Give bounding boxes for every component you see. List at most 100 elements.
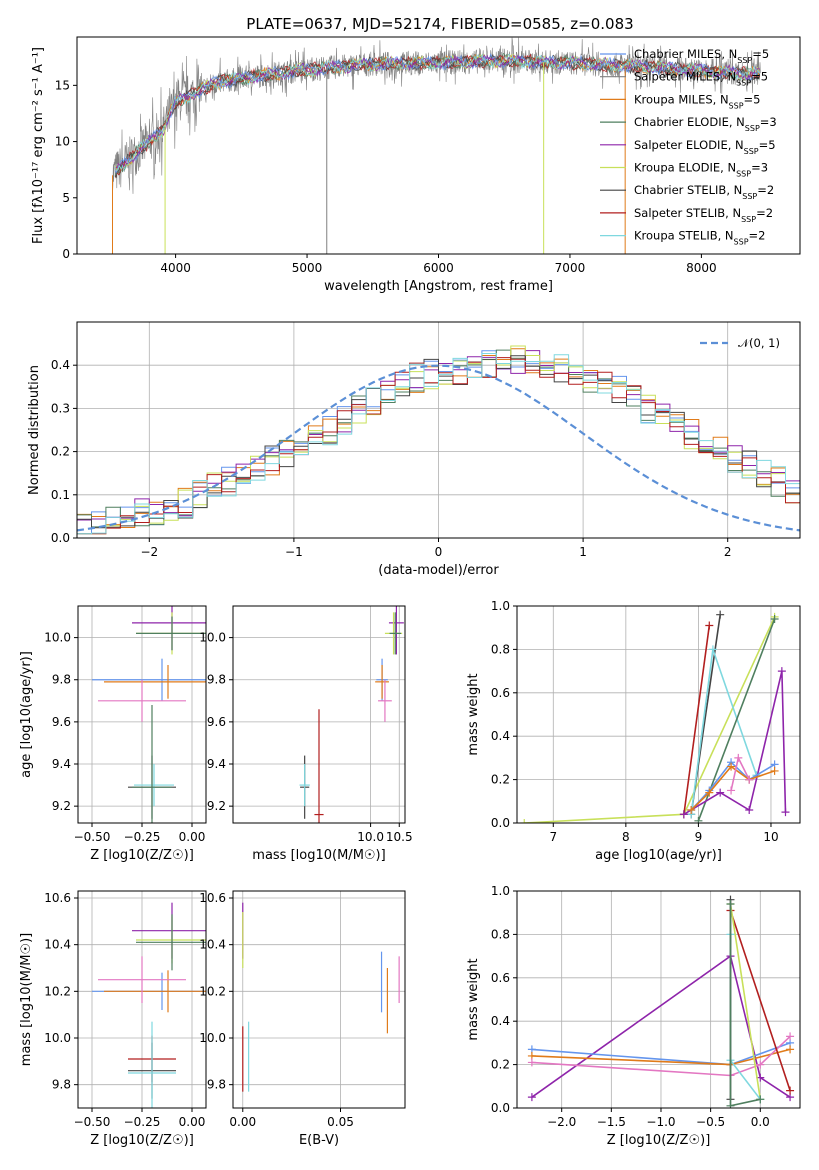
y-tick-label: 0	[62, 247, 70, 261]
weight_vs_Z-lines	[527, 895, 795, 1108]
residuals-axes: −2 −1 0 1 2 0.0 0.1 0.2 0.3 0.4 (data-model)/error…	[27, 321, 801, 578]
age_vs_mass-errorbars	[299, 606, 404, 823]
x-tick-label: −0.25	[124, 830, 161, 844]
y-tick-label: 0.8	[491, 642, 510, 656]
legend-sub: SSP	[745, 124, 760, 133]
legend-entry: Kroupa ELODIE, NSSP=3	[634, 161, 768, 179]
legend-label: Chabrier ELODIE, N	[634, 115, 745, 129]
legend-label: Salpeter MILES, N	[634, 70, 736, 84]
legend-tail: =2	[756, 206, 773, 220]
x-tick-label: −1.5	[597, 1115, 626, 1129]
x-tick-label: 0.00	[179, 830, 206, 844]
weight-marker	[716, 610, 725, 619]
y-tick-label: 10.6	[44, 891, 71, 905]
histogram-chabrier_miles	[77, 350, 800, 535]
y-tick-label: 0.6	[491, 971, 510, 985]
y-tick-label: 10.0	[199, 631, 226, 645]
weight-line-salpeter_stelib	[729, 910, 791, 1091]
x-tick-label: −0.25	[124, 1115, 161, 1129]
y-tick-label: 9.8	[52, 1078, 71, 1092]
y-tick-label: 10.6	[199, 891, 226, 905]
legend-label: Chabrier STELIB, N	[634, 183, 742, 197]
x-tick-label: 0.00	[179, 1115, 206, 1129]
x-tick-label: 1	[579, 545, 587, 559]
y-tick-label: 9.8	[207, 673, 226, 687]
weight-marker	[745, 775, 754, 784]
legend-label: Kroupa STELIB, N	[634, 229, 734, 243]
y-tick-label: 0.0	[491, 816, 510, 830]
model-spectrum-salpeter_stelib	[114, 53, 761, 178]
age_vs_Z-errorbars	[92, 606, 206, 823]
legend-label: Kroupa MILES, N	[634, 92, 729, 106]
weight-line-salpeter_stelib	[683, 625, 711, 815]
residuals-plot-area	[77, 345, 800, 535]
legend-tail: =5	[744, 92, 761, 106]
legend-sub: SSP	[737, 56, 752, 65]
age_vs_mass-plot-area	[299, 606, 404, 823]
legend-tail: =3	[751, 161, 768, 175]
weight-marker	[745, 805, 754, 814]
y-axis-label: age [log10(age/yr)]	[19, 651, 34, 778]
spectrum-plot-area	[111, 37, 761, 254]
age_vs_Z-plot-area	[92, 606, 206, 823]
x-tick-label: 5000	[292, 261, 323, 275]
y-tick-label: 10.4	[44, 938, 71, 952]
legend-entry: Chabrier ELODIE, NSSP=3	[634, 115, 777, 133]
legend-label: Salpeter ELODIE, N	[634, 138, 744, 152]
age_vs_mass-frame	[232, 605, 406, 824]
y-tick-label: 10.2	[44, 984, 71, 998]
weight-marker	[786, 1045, 795, 1054]
age_vs_Z-frame	[77, 605, 207, 824]
normal-legend-label: 𝒩(0, 1)	[738, 336, 780, 350]
legend-tail: =2	[749, 229, 766, 243]
mass_vs_ebv-errorbars	[242, 902, 400, 1092]
spectrum-lines	[111, 37, 761, 254]
legend-label: Salpeter STELIB, N	[634, 206, 741, 220]
x-tick-label: 8	[622, 830, 630, 844]
mass_vs_Z-axes: −0.50 −0.25 0.00 9.8 10.0 10.2 10.4 10.6 Z [log1…	[19, 890, 207, 1148]
x-tick-label: 2	[724, 545, 732, 559]
x-axis-label: age [log10(age/yr)]	[595, 848, 722, 863]
y-tick-label: 9.8	[52, 673, 71, 687]
x-axis-label: Z [log10(Z/Z☉)]	[607, 1133, 711, 1148]
figure-title: PLATE=0637, MJD=52174, FIBERID=0585, z=0…	[246, 15, 633, 33]
weight-marker	[756, 1060, 765, 1069]
y-tick-label: 0.0	[51, 531, 70, 545]
x-tick-label: −1	[285, 545, 303, 559]
weight-marker	[705, 788, 714, 797]
y-tick-label: 0.2	[491, 1058, 510, 1072]
x-axis-label: Z [log10(Z/Z☉)]	[90, 1133, 194, 1148]
legend-sub: SSP	[736, 78, 751, 87]
weight-marker	[687, 805, 696, 814]
legend-sub: SSP	[736, 169, 751, 178]
y-tick-label: 0.4	[51, 358, 70, 372]
weight_vs_age-frame	[516, 605, 801, 824]
residuals-frame	[76, 321, 801, 539]
weight_vs_Z-axes: −2.0 −1.5 −1.0 −0.5 0.0 0.0 0.2 0.4 0.6 0.8 1.0 Z […	[466, 884, 801, 1148]
x-tick-label: 0.05	[327, 1115, 354, 1129]
weight-marker	[520, 819, 529, 823]
x-tick-label: −2	[140, 545, 158, 559]
y-tick-label: 0.4	[491, 1014, 510, 1028]
x-tick-label: 10.0	[357, 830, 384, 844]
weight-marker	[727, 786, 736, 795]
x-axis-label: wavelength [Angstrom, rest frame]	[324, 279, 553, 294]
weight-line-kroupa_miles	[690, 765, 775, 811]
spectrum-frame	[76, 36, 801, 255]
y-tick-label: 0.1	[51, 488, 70, 502]
weight-marker	[786, 1086, 795, 1095]
residual-steps	[77, 345, 800, 535]
legend-entry: Salpeter MILES, NSSP=5	[634, 70, 768, 88]
model-spectrum-kroupa_stelib	[114, 53, 761, 172]
legend-entry: Salpeter ELODIE, NSSP=5	[634, 138, 776, 156]
legend-tail: =3	[760, 115, 777, 129]
legend-tail: =5	[752, 47, 769, 61]
mass_vs_Z-frame	[77, 890, 207, 1109]
legend-entry: Chabrier STELIB, NSSP=2	[634, 183, 774, 201]
normal-curve	[77, 364, 800, 532]
x-tick-label: 7000	[555, 261, 586, 275]
y-tick-label: 0.6	[491, 686, 510, 700]
x-tick-label: −2.0	[547, 1115, 576, 1129]
